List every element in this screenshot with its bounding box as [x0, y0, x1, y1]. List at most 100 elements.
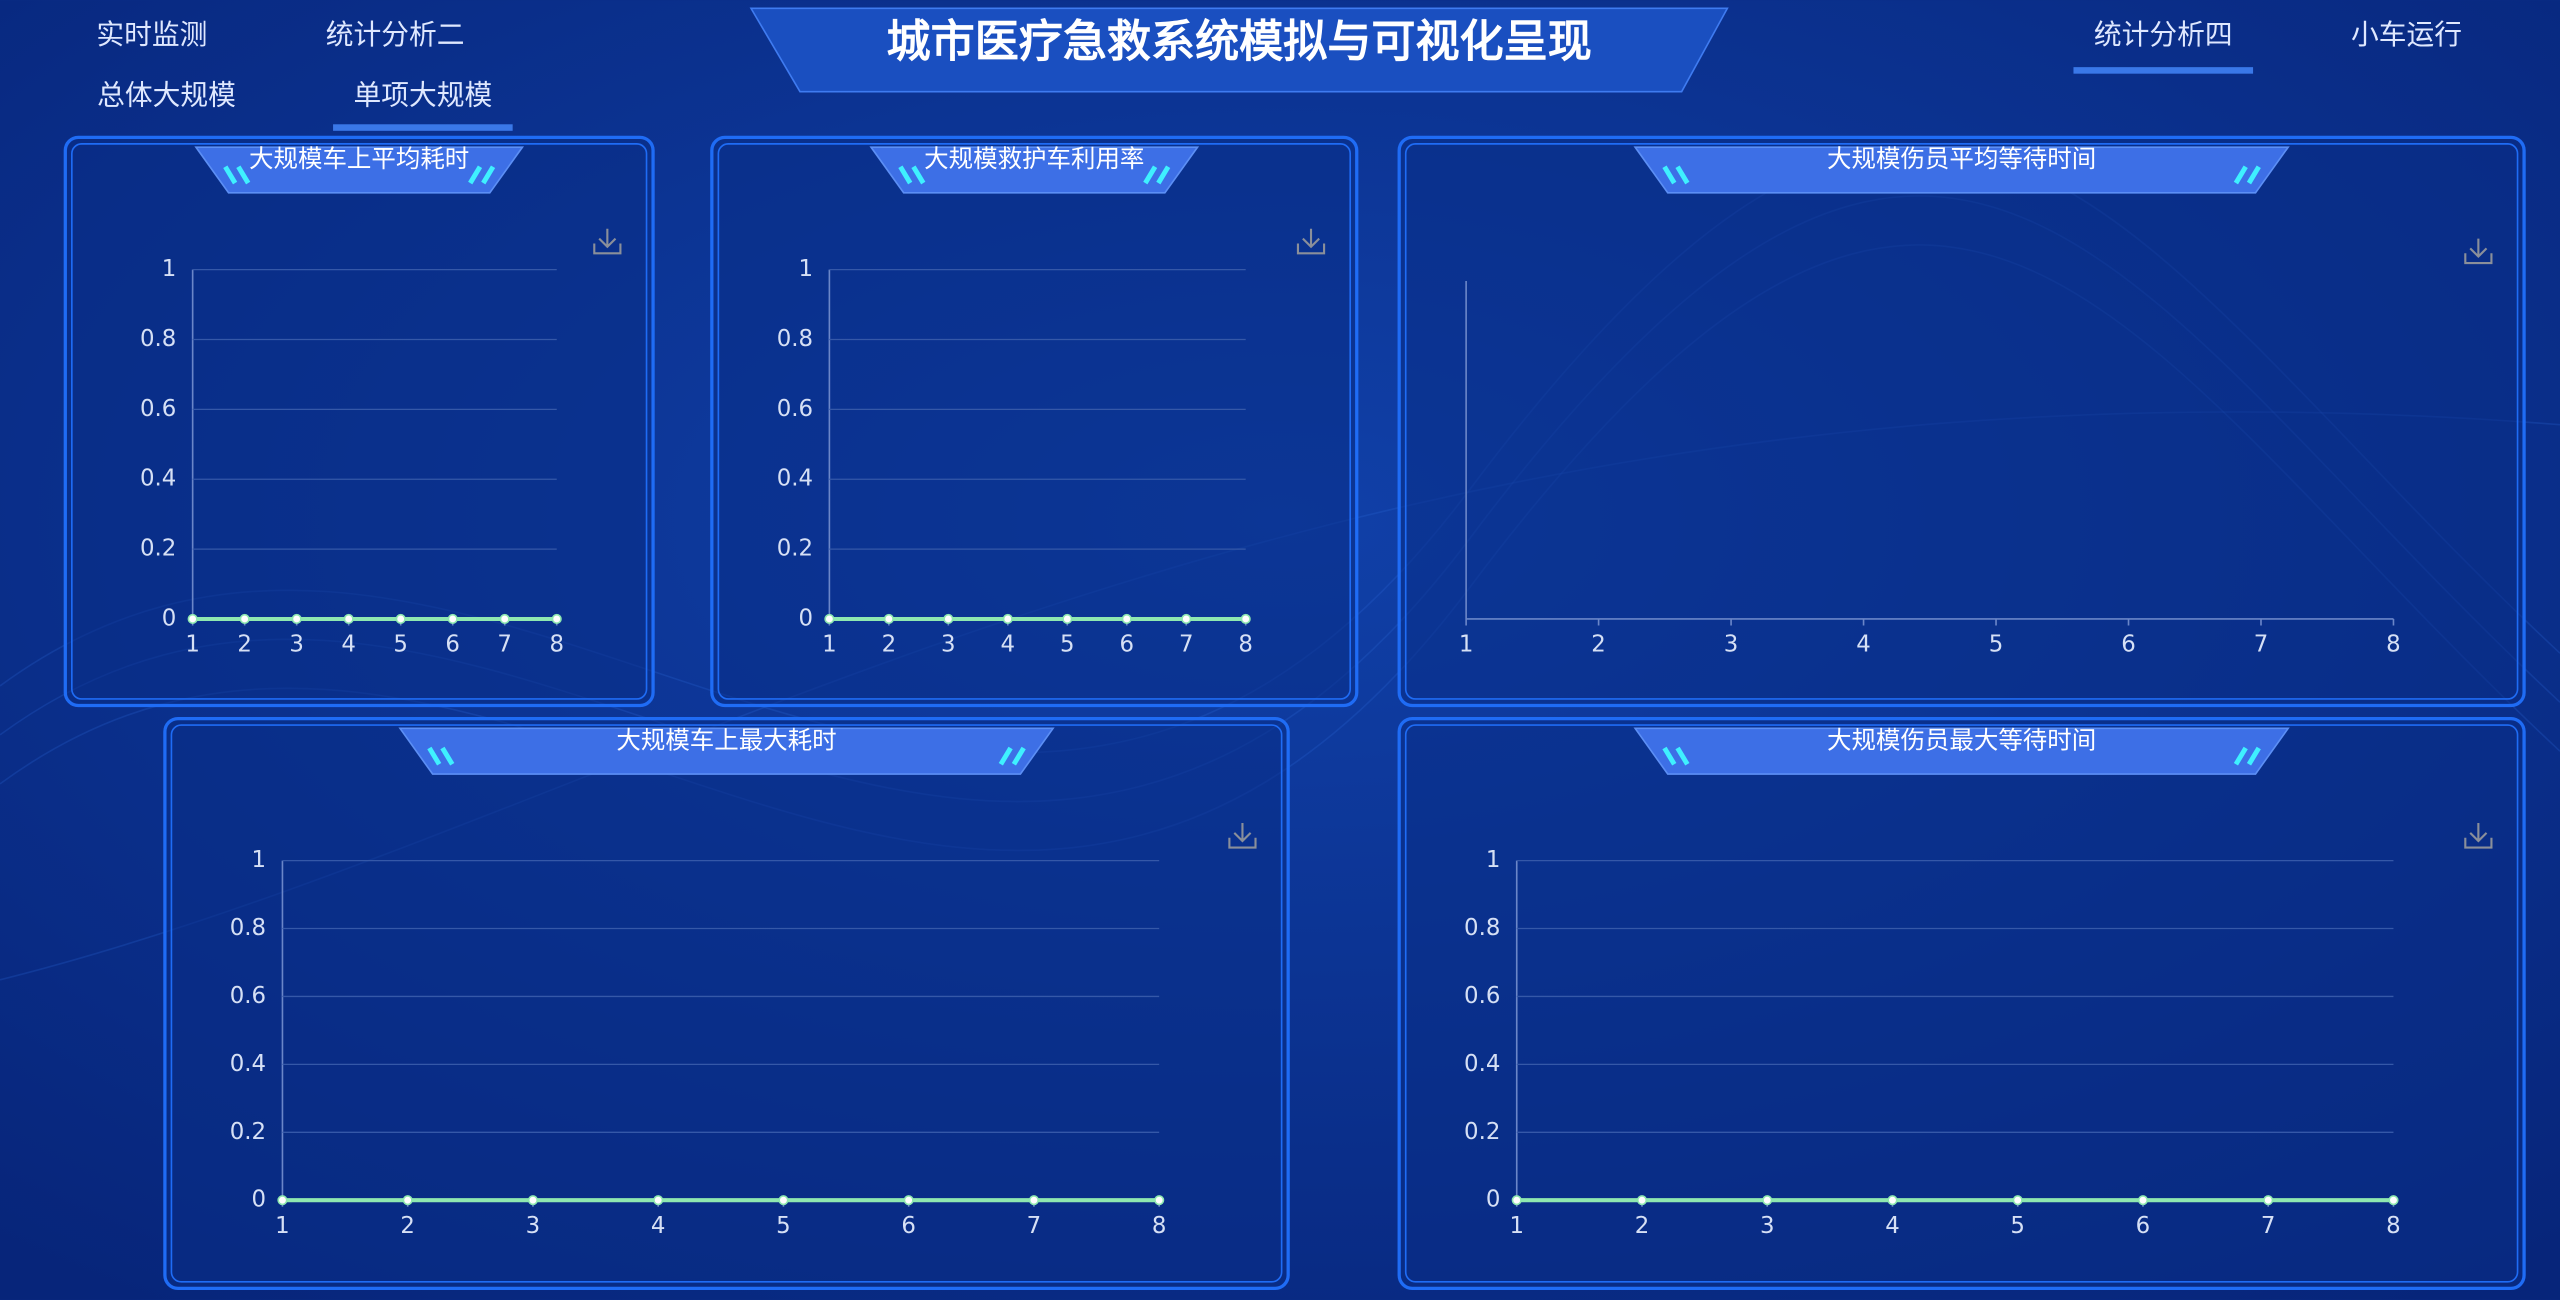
active-underline [2073, 67, 2254, 74]
x-tick-label: 8 [2386, 632, 2401, 658]
nav-tab-active[interactable]: 单项大规模 [353, 79, 492, 112]
panel-title-tab [1633, 146, 2290, 194]
x-tick-label: 6 [901, 1213, 916, 1239]
y-tick-label: 0.8 [140, 326, 176, 352]
data-point [943, 613, 954, 625]
data-point [2263, 1195, 2274, 1206]
data-point [1154, 1195, 1165, 1206]
data-point [291, 613, 302, 625]
tab-accent [223, 165, 496, 185]
x-tick-label: 1 [1509, 1213, 1524, 1239]
nav-tab[interactable]: 实时监测 [96, 18, 207, 51]
x-tick-label: 8 [549, 632, 564, 658]
data-point [1062, 613, 1073, 625]
download-icon[interactable] [1228, 823, 1257, 849]
y-tick-label: 0.4 [1464, 1051, 1500, 1077]
x-tick-label: 8 [1238, 632, 1253, 658]
y-tick-label: 0.6 [1464, 983, 1500, 1009]
panel-title: 大规模救护车利用率 [924, 144, 1144, 173]
data-point [883, 613, 894, 625]
x-tick-label: 3 [941, 632, 956, 658]
data-point [1762, 1195, 1773, 1206]
nav-tab[interactable]: 小车运行 [2351, 18, 2462, 51]
panel-inner-border [1404, 724, 2519, 1283]
data-point [402, 1195, 413, 1206]
x-tick-label: 8 [2386, 1213, 2401, 1239]
panel-title: 大规模伤员最大等待时间 [1827, 725, 2096, 754]
x-tick-label: 5 [1989, 632, 2004, 658]
title-banner [749, 7, 1729, 93]
x-tick-label: 6 [2121, 632, 2136, 658]
panel [1397, 135, 2526, 708]
x-tick-label: 1 [185, 632, 200, 658]
data-point [2012, 1195, 2023, 1206]
data-point [499, 613, 510, 625]
data-point [1240, 613, 1251, 625]
panel [163, 716, 1290, 1290]
data-point [1028, 1195, 1039, 1206]
data-point [824, 613, 835, 625]
y-tick-label: 0.8 [777, 326, 813, 352]
y-tick-label: 0.2 [140, 536, 176, 562]
panel-title: 大规模车上平均耗时 [249, 144, 469, 173]
data-point [1121, 613, 1132, 625]
panel-inner-border [71, 143, 648, 700]
x-tick-label: 2 [237, 632, 252, 658]
x-tick-label: 2 [1591, 632, 1606, 658]
x-tick-label: 1 [822, 632, 837, 658]
y-tick-label: 0.2 [230, 1119, 266, 1145]
download-icon[interactable] [2464, 823, 2493, 849]
nav-tab[interactable]: 总体大规模 [97, 79, 236, 112]
data-point [395, 613, 406, 625]
x-tick-label: 3 [526, 1213, 541, 1239]
data-point [551, 613, 562, 625]
y-tick-label: 0 [162, 605, 177, 631]
x-tick-label: 1 [275, 1213, 290, 1239]
y-tick-label: 1 [162, 256, 177, 282]
tab-accent [898, 165, 1171, 185]
nav-tab[interactable]: 统计分析二 [326, 18, 465, 51]
y-tick-label: 0.6 [230, 983, 266, 1009]
download-icon[interactable] [1296, 228, 1326, 255]
x-tick-label: 2 [882, 632, 897, 658]
x-tick-label: 7 [1179, 632, 1194, 658]
tab-accent [1662, 165, 2261, 185]
y-tick-label: 1 [799, 256, 814, 282]
y-tick-label: 0 [799, 605, 814, 631]
nav-tab-active[interactable]: 统计分析四 [2094, 18, 2233, 51]
panel-title-tab [1633, 727, 2290, 775]
y-tick-label: 0.4 [777, 466, 813, 492]
download-icon[interactable] [593, 228, 622, 255]
x-tick-label: 7 [2261, 1213, 2276, 1239]
x-tick-label: 8 [1152, 1213, 1167, 1239]
x-tick-label: 7 [497, 632, 512, 658]
y-tick-label: 1 [1486, 847, 1501, 873]
y-tick-label: 0 [1486, 1187, 1501, 1213]
x-tick-label: 4 [651, 1213, 666, 1239]
y-tick-label: 0.6 [140, 396, 176, 422]
download-icon[interactable] [2464, 238, 2493, 265]
data-point [1511, 1195, 1522, 1206]
data-point [2137, 1195, 2149, 1206]
y-tick-label: 0.2 [777, 536, 813, 562]
panel [710, 135, 1359, 708]
data-point [903, 1195, 914, 1206]
x-tick-label: 5 [1060, 632, 1075, 658]
data-point [447, 613, 458, 625]
x-tick-label: 5 [2010, 1213, 2025, 1239]
y-tick-label: 0 [252, 1187, 267, 1213]
panel [1397, 716, 2526, 1290]
panel-title-tab [398, 727, 1055, 775]
y-tick-label: 0.8 [1464, 915, 1500, 941]
x-tick-label: 3 [1724, 632, 1739, 658]
panel-inner-border [170, 724, 1283, 1283]
y-tick-label: 0.4 [230, 1051, 266, 1077]
data-point [653, 1195, 664, 1206]
panel-title-tab [194, 146, 525, 194]
x-tick-label: 4 [1001, 632, 1016, 658]
x-tick-label: 3 [1760, 1213, 1775, 1239]
data-point [1887, 1195, 1898, 1206]
x-tick-label: 7 [2254, 632, 2269, 658]
data-point [527, 1195, 539, 1206]
